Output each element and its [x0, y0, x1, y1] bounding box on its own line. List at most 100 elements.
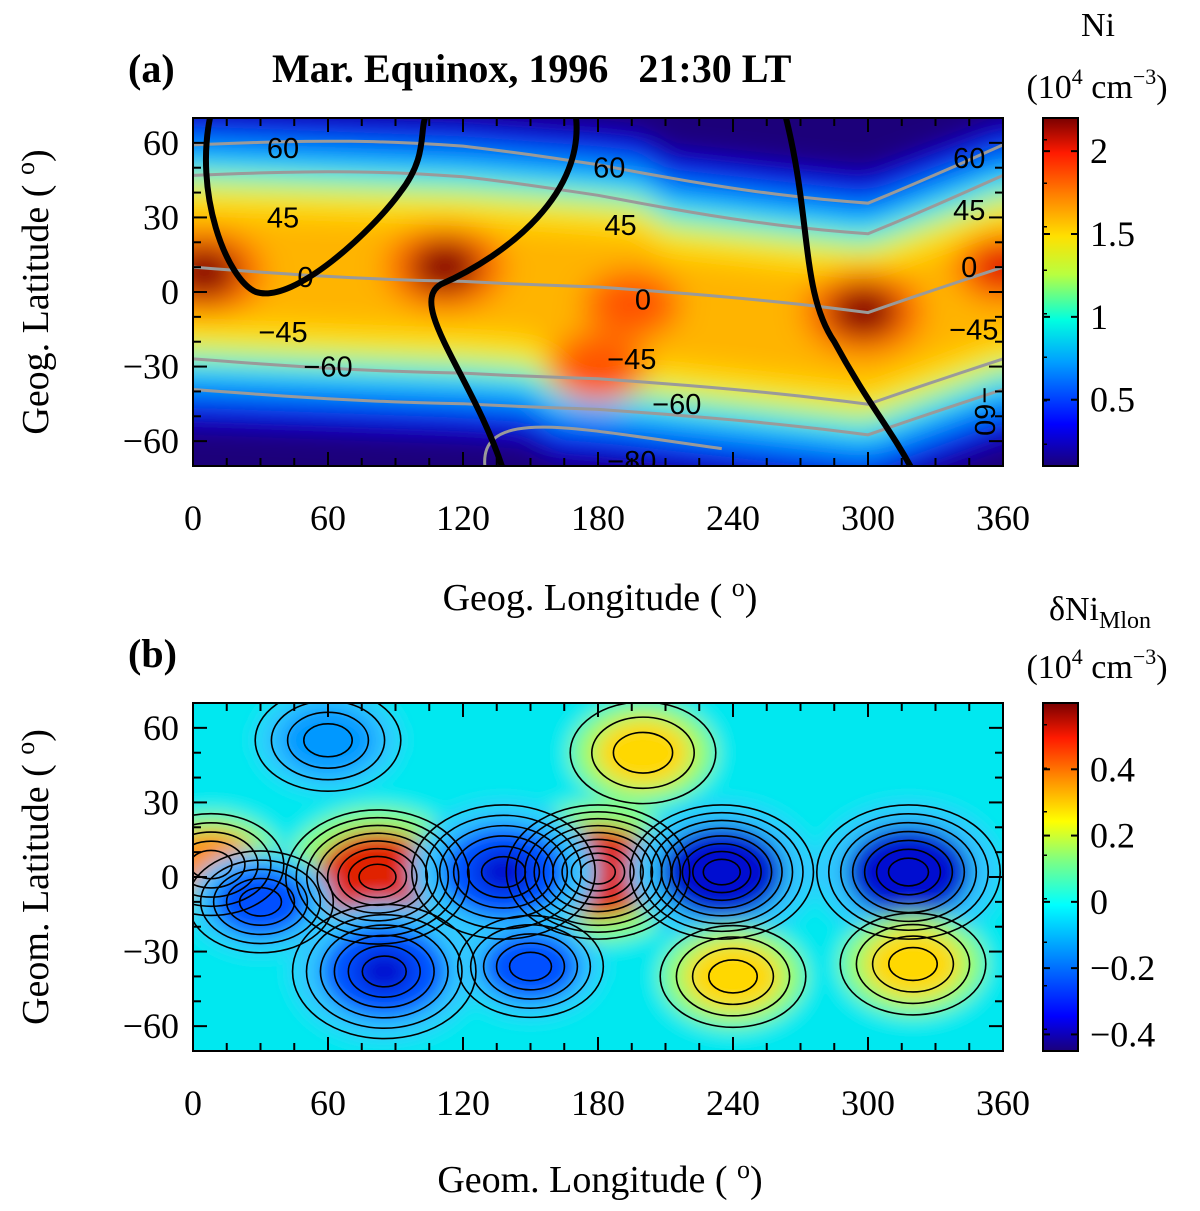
x-axis-label-a: Geog. Longitude ( o): [443, 573, 758, 619]
dni-contour: [333, 934, 435, 1009]
contour-label: −45: [258, 317, 307, 349]
dni-contour: [305, 824, 450, 930]
mag-lat-contour: [193, 387, 1003, 437]
dni-contour: [612, 731, 674, 774]
dni-contour: [702, 858, 742, 886]
colorbar-b-ticks: 0.4 0.2 0 −0.2 −0.4: [1043, 724, 1155, 1054]
dni-contour: [238, 886, 283, 917]
y-tick-label: −60: [123, 421, 179, 461]
colorbar-a-title: Ni: [1081, 7, 1115, 44]
contour-label: 45: [604, 210, 636, 242]
dni-contour: [639, 811, 804, 933]
colorbar-tick-label: 0.4: [1090, 749, 1135, 789]
dni-contour: [347, 944, 421, 998]
dni-contour: [495, 942, 566, 991]
x-tick-label: 180: [571, 498, 625, 538]
y-axis-label-b: Geom. Latitude ( o): [11, 729, 57, 1025]
dni-contour: [650, 819, 794, 925]
dni-contour: [514, 811, 682, 934]
x-tick-label: 0: [184, 1083, 202, 1123]
x-tick-label: 300: [841, 1083, 895, 1123]
x-tick-label: 120: [436, 1083, 490, 1123]
dni-contour: [270, 703, 386, 781]
dni-contour: [570, 852, 626, 892]
colorbar-b-title: δNiMlon: [1049, 591, 1151, 634]
terminator-curve: [428, 118, 580, 466]
contour-label: −60: [303, 352, 352, 384]
dni-contour: [675, 936, 791, 1017]
y-tick-label: 30: [143, 782, 179, 822]
y-tick-label: −60: [123, 1006, 179, 1046]
dni-contour: [482, 933, 579, 1000]
panel-b-label: (b): [128, 631, 177, 676]
contour-label: 0: [635, 284, 651, 316]
colorbar-tick-label: 2: [1090, 131, 1108, 171]
colorbar-tick-label: −0.4: [1090, 1014, 1155, 1054]
dni-contour: [839, 912, 987, 1016]
dni-contour: [839, 821, 978, 923]
dni-contour: [319, 924, 449, 1019]
dni-contour: [691, 947, 775, 1006]
dni-contour: [659, 924, 807, 1029]
y-tick-label: 30: [143, 197, 179, 237]
mag-lat-contour: [483, 425, 722, 466]
ni-maximum: [974, 245, 1003, 289]
ni-maximum: [602, 282, 661, 327]
dni-contour: [671, 835, 773, 909]
dni-contour: [193, 850, 335, 954]
terminator-curve: [782, 118, 914, 466]
colorbar-b: [1042, 702, 1079, 1052]
mag-lat-contour: [193, 265, 1003, 315]
dni-contour: [456, 914, 605, 1019]
terminator-curve: [202, 118, 429, 297]
dni-contour: [887, 946, 938, 982]
colorbar-tick-label: 0.5: [1090, 380, 1135, 420]
colorbar-a-ticks: 2 1.5 1 0.5: [1043, 131, 1135, 445]
dni-map: [193, 703, 1003, 1051]
dni-contour: [358, 863, 397, 891]
dni-contour: [855, 923, 971, 1005]
x-tick-label: 60: [310, 498, 346, 538]
contour-label: 0: [297, 262, 313, 294]
colorbar-tick-label: −0.2: [1090, 948, 1155, 988]
x-tick-label: 360: [976, 498, 1030, 538]
contour-label: 0: [961, 252, 977, 284]
contour-label: −60: [968, 387, 1000, 436]
y-tick-label: −30: [123, 932, 179, 972]
dni-contour: [225, 877, 296, 927]
dni-contour: [305, 913, 463, 1030]
contour-label: 60: [267, 133, 299, 165]
dni-contour: [466, 845, 541, 899]
contour-label: 45: [953, 195, 985, 227]
dni-contour: [291, 903, 477, 1040]
x-tick-label: 360: [976, 1083, 1030, 1123]
colorbar-b-units: (104 cm−3): [1026, 644, 1167, 686]
dni-extremum-core: [356, 950, 413, 993]
dni-extremum-core: [508, 951, 553, 982]
mag-lat-contour: [193, 357, 1003, 406]
dni-contour: [887, 857, 930, 887]
panel-a-label: (a): [128, 46, 175, 91]
panel-a: (a) Mar. Equinox, 1996 21:30 LT 60 45 0 −45…: [11, 7, 1168, 619]
dni-extremum-core: [306, 724, 350, 756]
dni-extremum-core: [891, 948, 935, 980]
dni-contour: [508, 951, 553, 982]
dni-contour: [193, 831, 259, 898]
x-tick-label: 120: [436, 498, 490, 538]
dni-contour: [505, 804, 691, 940]
x-axis-label-a-text: Geog. Longitude (: [443, 577, 732, 619]
x-tick-label: 180: [571, 1083, 625, 1123]
x-tick-label: 0: [184, 498, 202, 538]
dni-contour: [469, 923, 592, 1010]
contour-label: 45: [267, 202, 299, 234]
dni-contour: [815, 804, 1001, 940]
dni-contour: [692, 850, 752, 894]
dni-contour: [875, 848, 942, 896]
colorbar-tick-label: 1.5: [1090, 214, 1135, 254]
x-tick-label: 240: [706, 498, 760, 538]
mag-lat-contour: [193, 170, 1003, 236]
